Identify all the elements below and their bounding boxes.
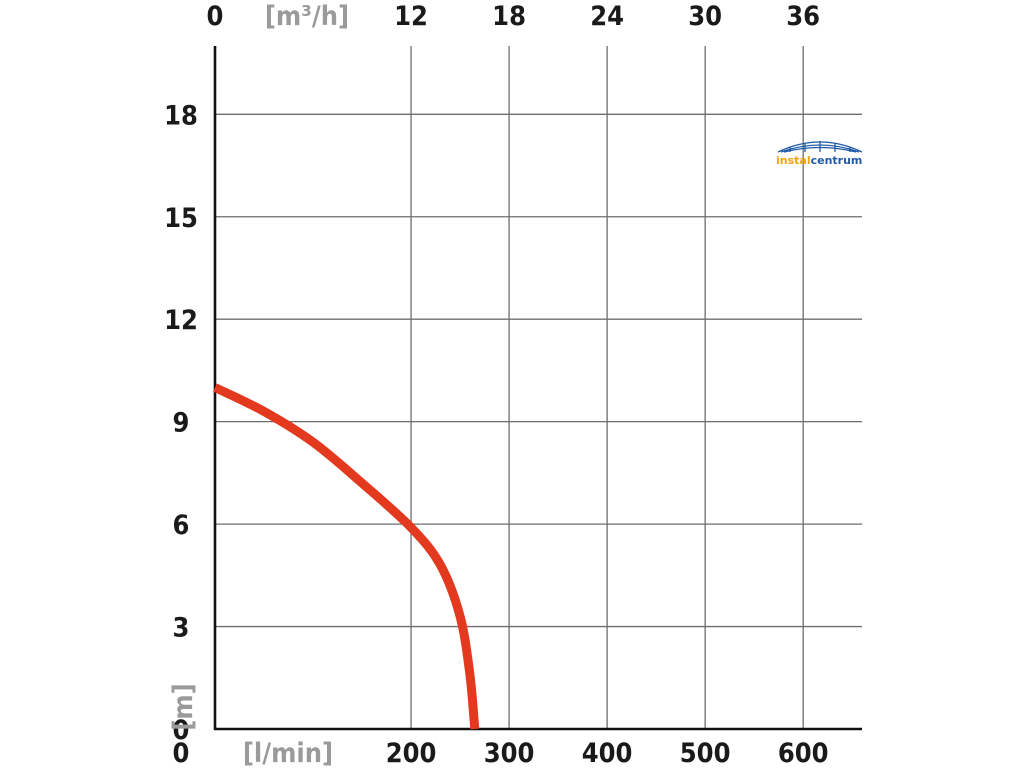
x-tick-label: 200 (386, 738, 437, 768)
series-group (213, 383, 480, 730)
x2-tick-label: 18 (492, 1, 526, 32)
instalcentrum-logo: instalcentrum (776, 141, 862, 167)
x2-tick-label: 36 (786, 1, 820, 32)
x2-tick-label: 24 (590, 1, 624, 32)
y-tick-label: 0 (173, 715, 190, 746)
grid (215, 46, 862, 729)
x2-unit-label: [m³/h] (265, 1, 349, 32)
x2-tick-label: 30 (688, 1, 722, 32)
x2-tick-label: 0 (207, 1, 224, 32)
y-tick-label: 12 (164, 305, 198, 336)
x-tick-label: 300 (484, 738, 535, 768)
logo-text-instal: instal (776, 154, 811, 167)
x-tick-label: 600 (778, 738, 829, 768)
y-tick-label: 6 (173, 510, 190, 541)
x-unit-label: [l/min] (243, 738, 333, 768)
y-tick-label: 9 (173, 408, 190, 439)
logo-text-centrum: centrum (811, 154, 863, 167)
logo-arch-icon (777, 141, 863, 153)
y-unit-label: [m] (168, 683, 199, 731)
x-tick-label: 0 (173, 738, 190, 768)
x-tick-label: 500 (680, 738, 731, 768)
svg-text:instalcentrum: instalcentrum (776, 154, 862, 167)
y-tick-label: 3 (173, 613, 190, 644)
y-tick-label: 15 (164, 203, 198, 234)
x2-tick-label: 12 (394, 1, 428, 32)
x-tick-label: 400 (582, 738, 633, 768)
y-tick-label: 18 (164, 100, 198, 131)
axes (213, 46, 862, 731)
pump-curve-line (213, 383, 480, 730)
unit-labels: [l/min] [m³/h] [m] (168, 1, 349, 768)
